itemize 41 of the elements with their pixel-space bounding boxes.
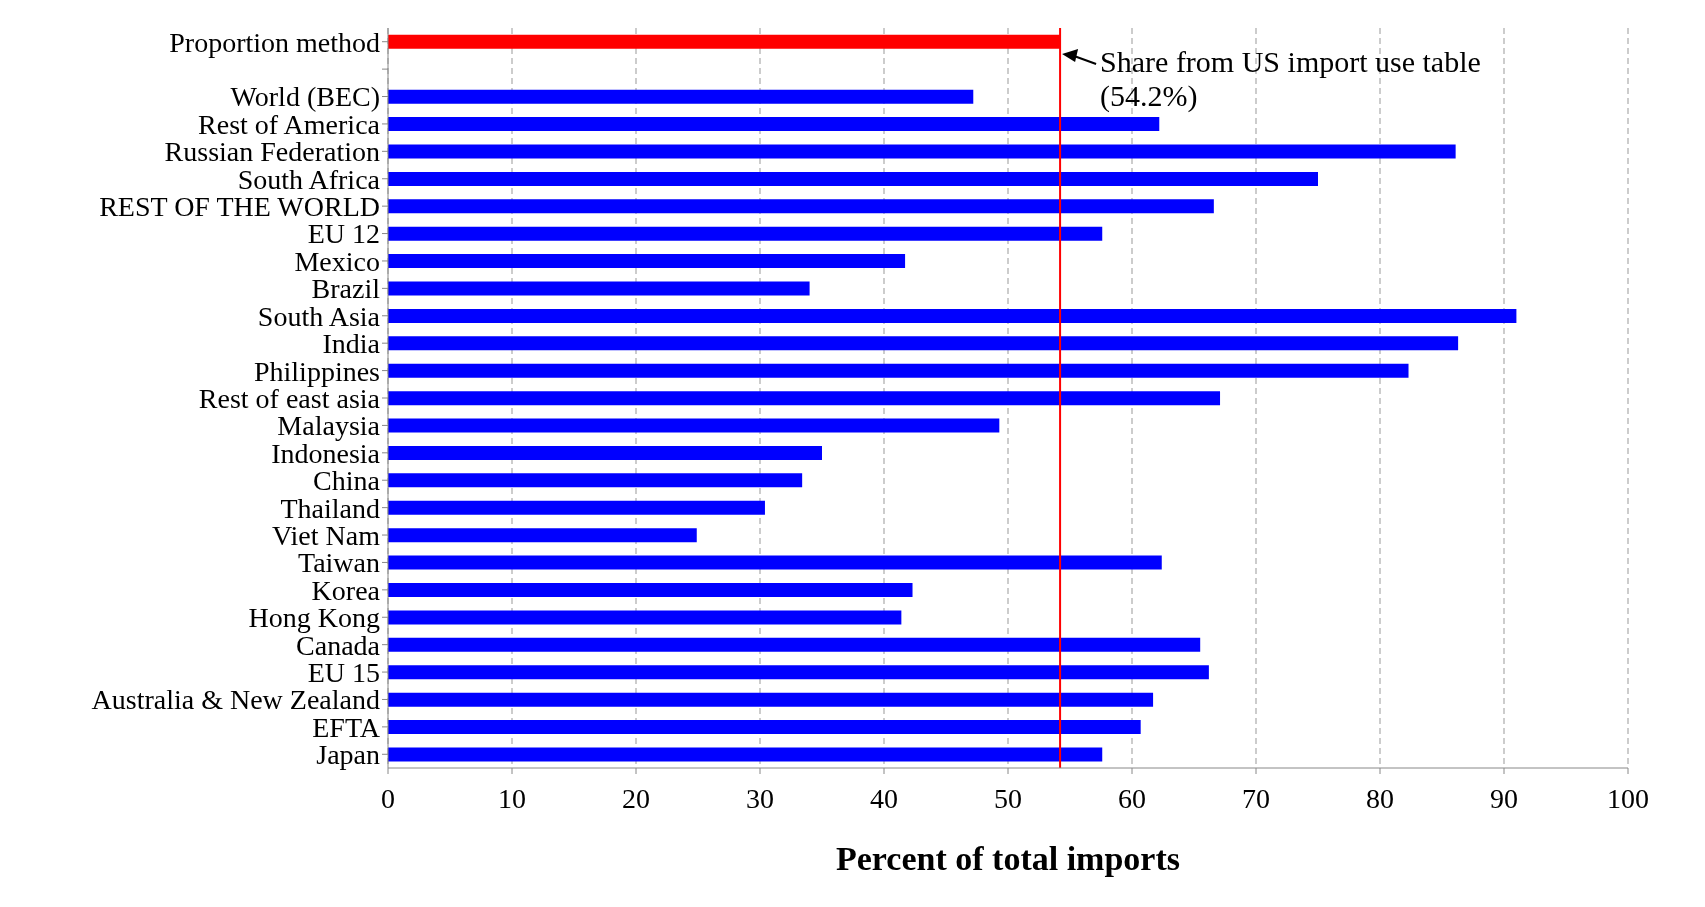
x-tick-label: 50 — [994, 782, 1022, 814]
x-tick-label: 40 — [870, 782, 898, 814]
bar — [388, 144, 1456, 159]
bar — [388, 363, 1409, 378]
bar — [388, 747, 1103, 762]
x-tick-label: 60 — [1118, 782, 1146, 814]
bar — [388, 226, 1103, 241]
bar — [388, 665, 1209, 680]
bar — [388, 610, 902, 625]
bar — [388, 281, 810, 296]
bar — [388, 171, 1318, 186]
bar — [388, 692, 1154, 707]
x-tick-label: 10 — [498, 782, 526, 814]
bar — [388, 89, 974, 104]
x-tick-label: 20 — [622, 782, 650, 814]
bar — [388, 528, 697, 543]
bar — [388, 308, 1517, 323]
bar — [388, 336, 1459, 351]
bar — [388, 117, 1160, 132]
bar — [388, 391, 1221, 406]
y-tick-label: World (BEC) — [230, 81, 380, 113]
bar — [388, 473, 803, 488]
bar — [388, 254, 906, 269]
x-tick-label: 30 — [746, 782, 774, 814]
ref-line-label: Share from US import use table (54.2%) — [1100, 45, 1481, 113]
bar — [388, 637, 1201, 652]
y-tick-label: Malaysia — [277, 410, 381, 442]
x-tick-label: 0 — [381, 782, 395, 814]
x-tick-label: 80 — [1366, 782, 1394, 814]
bar — [388, 199, 1214, 214]
x-axis-title: Percent of total imports — [836, 840, 1180, 877]
x-tick-label: 70 — [1242, 782, 1270, 814]
bar — [388, 555, 1162, 570]
bar — [388, 445, 822, 460]
x-tick-label: 100 — [1607, 782, 1649, 814]
x-tick-label: 90 — [1490, 782, 1518, 814]
bar — [388, 500, 765, 515]
bar — [388, 720, 1141, 735]
bar — [388, 583, 913, 597]
y-tick-label: Proportion method — [169, 26, 380, 58]
bar — [388, 418, 1000, 433]
